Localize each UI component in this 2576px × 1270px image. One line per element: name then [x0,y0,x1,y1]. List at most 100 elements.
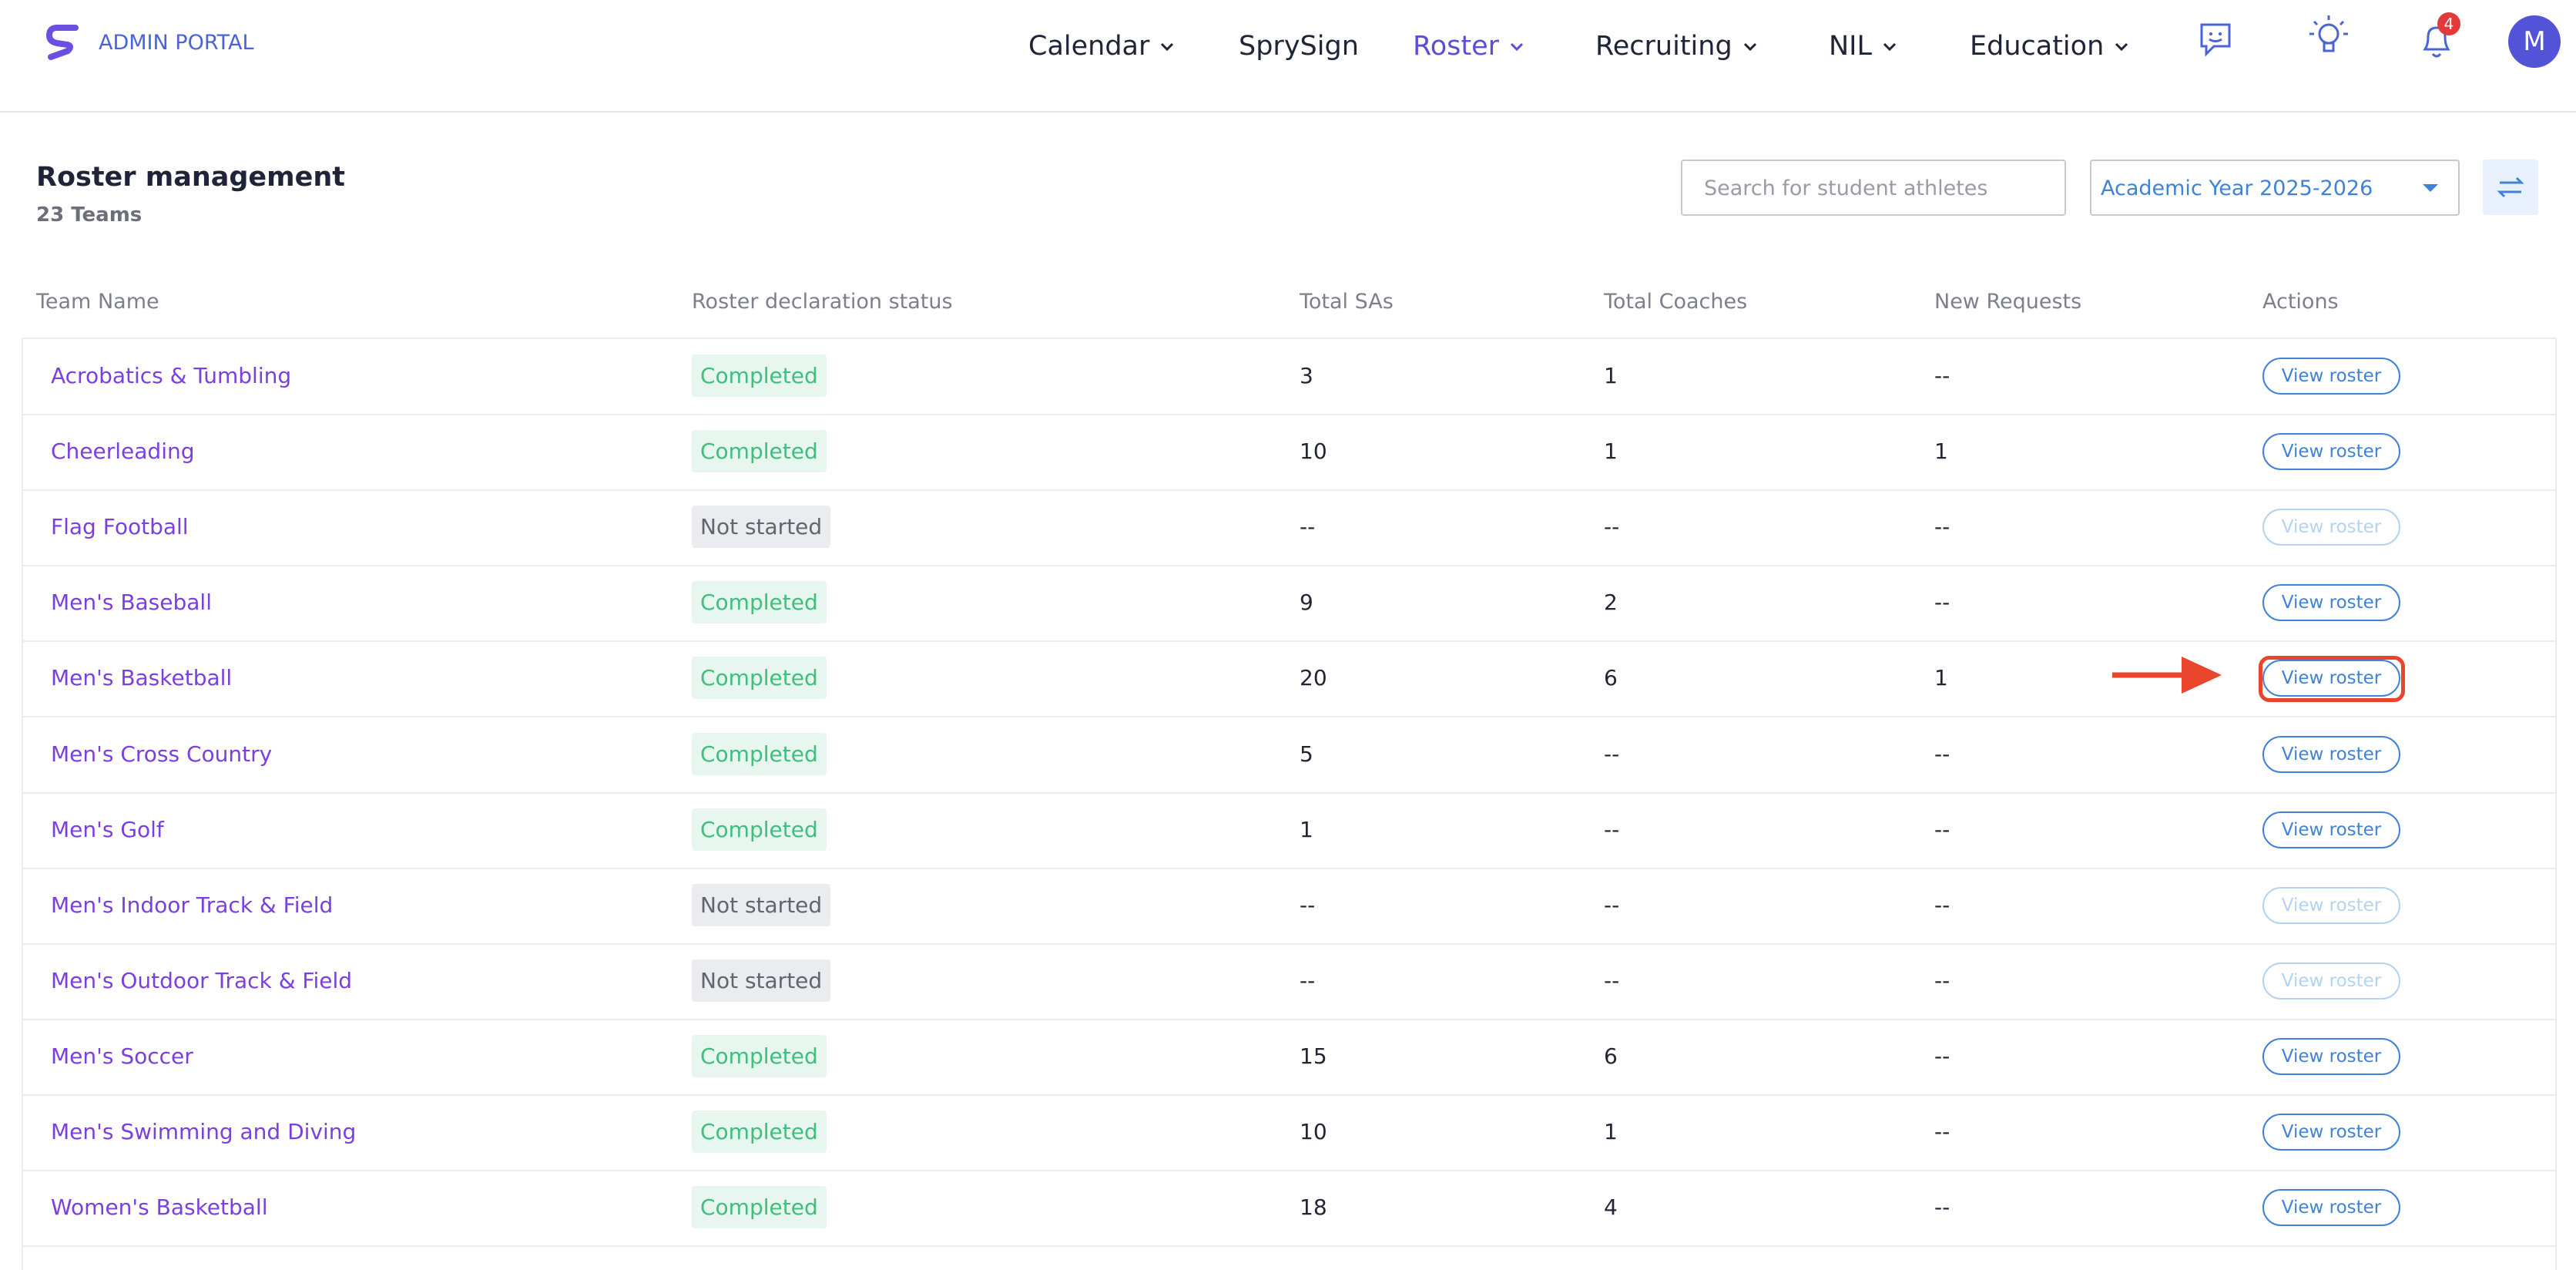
brand: ADMIN PORTAL [99,31,254,55]
chevron [1510,42,1524,52]
column-header: Total SAs [1300,290,1394,314]
cell-value: 1 [1604,363,1618,388]
status-pill: Not started [692,506,831,549]
team-name[interactable]: Men's Outdoor Track & Field [51,967,353,993]
cell-value: -- [1604,816,1620,842]
cell-value: -- [1934,967,1950,993]
chat-icon[interactable] [2197,20,2234,59]
table-row: Men's Cross Country Completed 5 -- -- View ro… [22,717,2555,794]
swap-button[interactable] [2483,160,2538,215]
status-pill: Completed [692,657,827,700]
cell-value: -- [1604,967,1620,993]
view-roster-button[interactable]: View roster [2262,1037,2400,1075]
table-row: Men's Swimming and Diving Completed 10 1 -- V… [22,1094,2555,1171]
team-name[interactable]: Men's Basketball [51,665,233,691]
nav-label: Recruiting [1595,31,1732,62]
status-pill: Completed [692,581,827,624]
nav-label: Education [1970,31,2105,62]
cell-value: 1 [1604,438,1618,465]
cell-value: 1 [1934,665,1948,691]
cell-value: -- [1934,1194,1950,1221]
highlight-box [2259,656,2405,703]
search-placeholder: Search for student athletes [1704,176,1988,200]
nav-item[interactable]: Recruiting [1595,31,1763,62]
cell-value: 6 [1604,665,1618,691]
year-select[interactable]: Academic Year 2025-2026 [2090,160,2460,216]
view-roster-button[interactable]: View roster [2262,1114,2400,1151]
status-cell: Completed [692,1170,827,1245]
nav-item[interactable]: SprySign [1239,31,1359,62]
cell-value: -- [1604,892,1620,918]
team-name[interactable]: Men's Soccer [51,1043,193,1069]
team-name[interactable]: Flag Football [51,514,189,540]
status-cell: Completed [692,640,827,716]
view-roster-button[interactable]: View roster [2262,1189,2400,1227]
column-header: Actions [2262,290,2339,314]
team-name[interactable]: Men's Indoor Track & Field [51,892,334,918]
nav-label: SprySign [1239,31,1359,62]
cell-value: -- [1604,514,1620,540]
nav-item[interactable]: Education [1970,31,2135,62]
cell-value: -- [1300,892,1316,918]
table-frame [22,338,2557,1270]
view-roster-button[interactable]: View roster [2262,584,2400,622]
table-row: Acrobatics & Tumbling Completed 3 1 -- View r… [22,338,2555,415]
cell-value: -- [1300,514,1316,540]
status-pill: Completed [692,1034,827,1077]
ideas-icon[interactable] [2308,12,2350,59]
notification-badge: 4 [2437,12,2460,35]
team-name[interactable]: Acrobatics & Tumbling [51,363,292,388]
cell-value: 2 [1604,590,1618,616]
cell-value: 10 [1300,1119,1327,1144]
nav-label: Calendar [1028,31,1150,62]
avatar[interactable]: M [2508,15,2561,68]
status-cell: Completed [692,792,827,868]
team-name[interactable]: Men's Golf [51,816,164,842]
cell-value: -- [1604,741,1620,767]
status-pill: Completed [692,1110,827,1153]
status-cell: Completed [692,717,827,792]
bell-icon[interactable] [2419,22,2454,60]
chevron [1883,42,1897,52]
view-roster-button[interactable]: View roster [2262,811,2400,848]
view-roster-button[interactable]: View roster [2262,433,2400,471]
chevron [2115,42,2128,52]
view-roster-button: View roster [2262,962,2400,1000]
cell-value: 9 [1300,590,1313,616]
status-cell: Completed [692,565,827,640]
chevron [1161,42,1174,52]
team-name[interactable]: Cheerleading [51,438,195,465]
view-roster-button[interactable]: View roster [2262,358,2400,395]
cell-value: 10 [1300,438,1327,465]
status-cell: Completed [692,1094,827,1170]
team-name[interactable]: Men's Baseball [51,590,212,616]
cell-value: 1 [1934,438,1948,465]
team-name[interactable]: Men's Cross Country [51,741,273,767]
column-header: New Requests [1934,290,2082,314]
table-row: Men's Outdoor Track & Field Not started --… [22,943,2555,1020]
team-name[interactable]: Men's Swimming and Diving [51,1119,357,1144]
table-row: Men's Basketball Completed 20 6 1 View roster [22,640,2555,718]
nav-item[interactable]: NIL [1829,31,1903,62]
status-pill: Completed [692,808,827,851]
annotation-arrow [2112,657,2222,694]
nav-item[interactable]: Calendar [1028,31,1180,62]
table-row: Men's Golf Completed 1 -- -- View roster [22,792,2555,869]
cell-value: -- [1934,1043,1950,1069]
cell-value: -- [1934,1119,1950,1144]
view-roster-button[interactable]: View roster [2262,735,2400,773]
table-row: Women's Basketball Completed 18 4 -- View ros… [22,1170,2555,1248]
cell-value: -- [1934,590,1950,616]
cell-value: -- [1934,514,1950,540]
nav-label: NIL [1829,31,1873,62]
cell-value: 18 [1300,1194,1327,1221]
status-cell: Completed [692,338,827,414]
search-box[interactable]: Search for student athletes [1681,160,2066,216]
team-name[interactable]: Women's Basketball [51,1194,268,1221]
page-subtitle: 23 Teams [36,203,143,227]
select-caret [2423,184,2438,192]
nav-item[interactable]: Roster [1413,31,1530,62]
view-roster-button[interactable]: View roster [2262,660,2400,697]
table-row: Cheerleading Completed 10 1 1 View roster [22,414,2555,492]
